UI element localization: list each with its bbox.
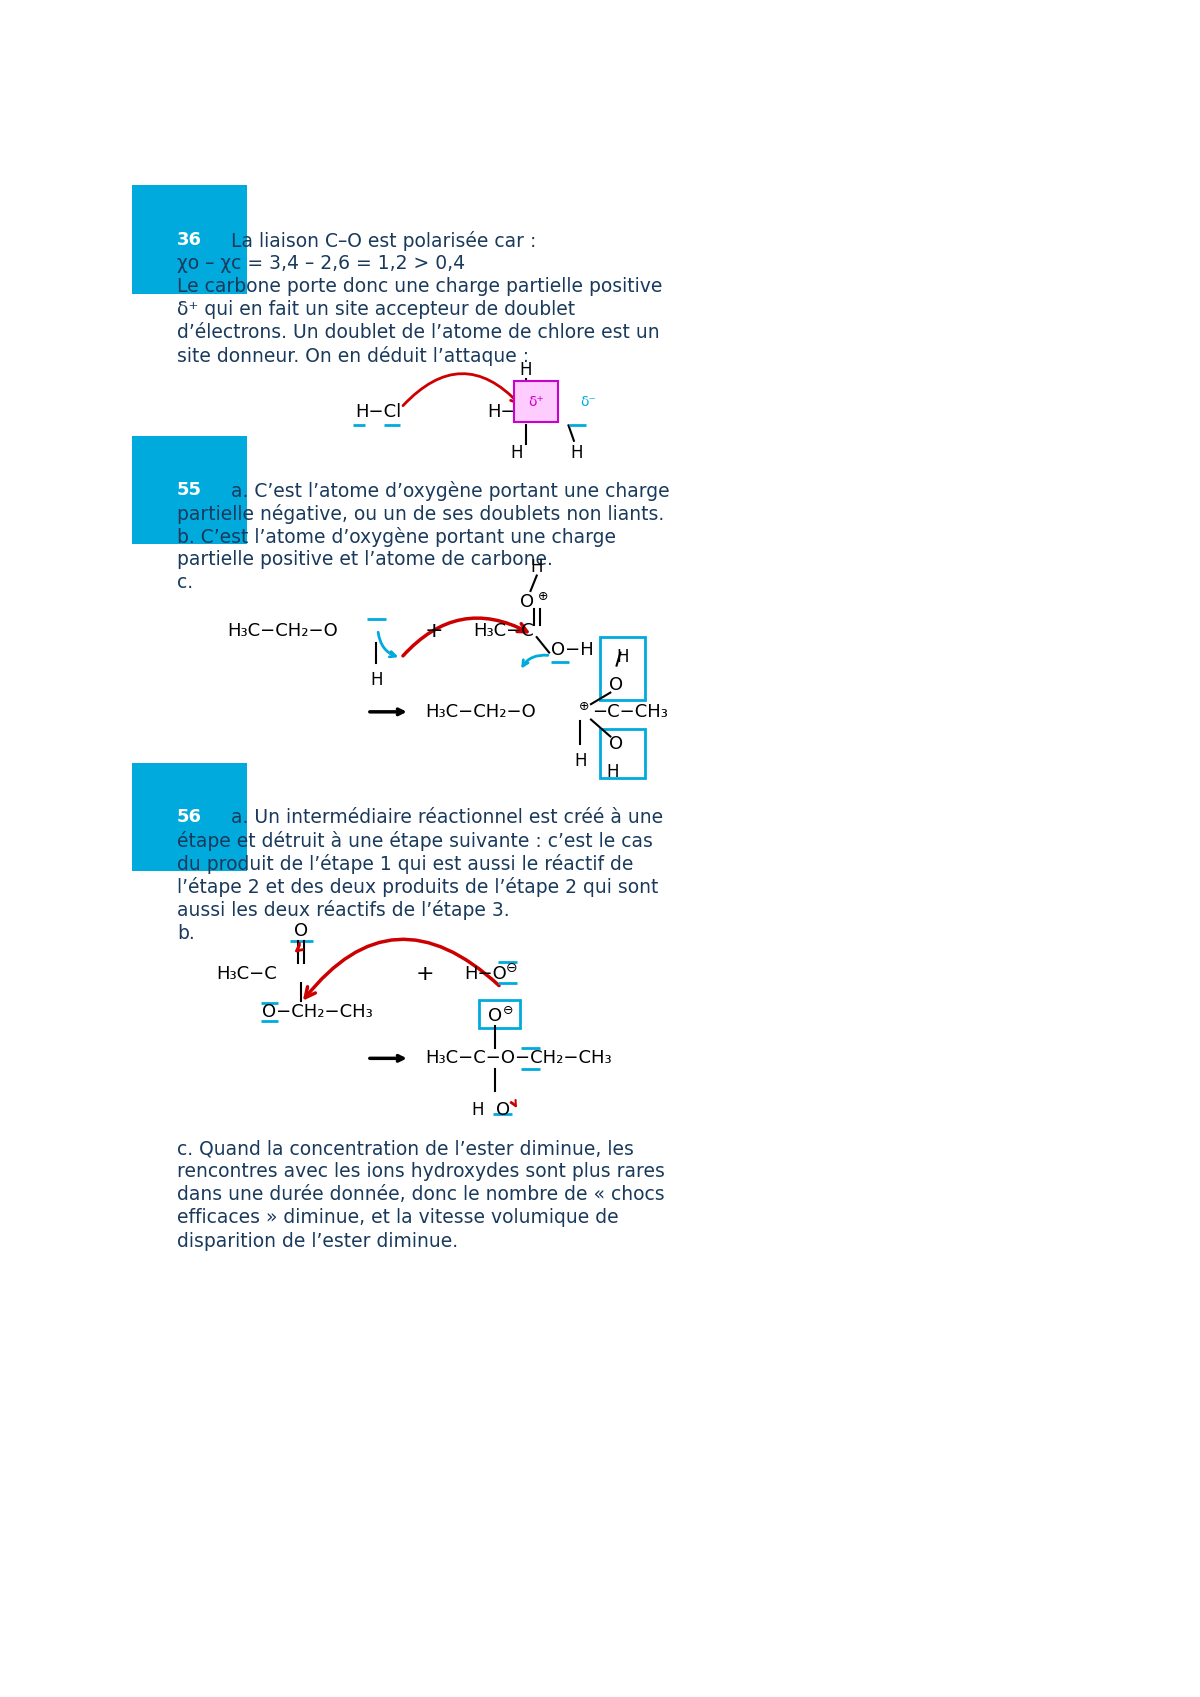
Text: ⊖: ⊖ xyxy=(506,961,517,974)
Text: δ⁻: δ⁻ xyxy=(580,394,596,409)
Text: l’étape 2 et des deux produits de l’étape 2 qui sont: l’étape 2 et des deux produits de l’étap… xyxy=(178,877,659,898)
Text: partielle positive et l’atome de carbone.: partielle positive et l’atome de carbone… xyxy=(178,550,553,568)
Text: H: H xyxy=(617,648,629,665)
Text: partielle négative, ou un de ses doublets non liants.: partielle négative, ou un de ses doublet… xyxy=(178,504,665,524)
Text: χo – χc = 3,4 – 2,6 = 1,2 > 0,4: χo – χc = 3,4 – 2,6 = 1,2 > 0,4 xyxy=(178,253,466,273)
Text: H: H xyxy=(472,1101,484,1118)
Text: a. Un intermédiaire réactionnel est créé à une: a. Un intermédiaire réactionnel est créé… xyxy=(226,808,664,826)
Text: H: H xyxy=(520,361,532,378)
Text: disparition de l’ester diminue.: disparition de l’ester diminue. xyxy=(178,1232,458,1251)
Text: H: H xyxy=(510,445,523,462)
Text: O: O xyxy=(610,675,624,694)
Text: H: H xyxy=(530,558,542,575)
Text: b. C’est l’atome d’oxygène portant une charge: b. C’est l’atome d’oxygène portant une c… xyxy=(178,528,616,546)
Text: H₃C−CH₂−O: H₃C−CH₂−O xyxy=(425,703,536,721)
Text: O: O xyxy=(488,1006,502,1025)
Text: d’électrons. Un doublet de l’atome de chlore est un: d’électrons. Un doublet de l’atome de ch… xyxy=(178,322,660,343)
Text: −C−CH₃: −C−CH₃ xyxy=(592,703,667,721)
Text: O−CH₂−CH₃: O−CH₂−CH₃ xyxy=(263,1003,373,1022)
Text: H: H xyxy=(370,670,383,689)
Text: Le carbone porte donc une charge partielle positive: Le carbone porte donc une charge partiel… xyxy=(178,277,662,295)
Text: ⊕: ⊕ xyxy=(578,699,589,713)
Text: H₃C−C: H₃C−C xyxy=(473,623,534,640)
Text: efficaces » diminue, et la vitesse volumique de: efficaces » diminue, et la vitesse volum… xyxy=(178,1208,619,1227)
Text: +: + xyxy=(416,964,434,984)
Text: aussi les deux réactifs de l’étape 3.: aussi les deux réactifs de l’étape 3. xyxy=(178,901,510,920)
Text: b.: b. xyxy=(178,923,194,942)
Text: étape et détruit à une étape suivante : c’est le cas: étape et détruit à une étape suivante : … xyxy=(178,832,653,852)
Text: 55: 55 xyxy=(178,480,202,499)
Text: H₃C−CH₂−O: H₃C−CH₂−O xyxy=(228,623,338,640)
Text: O: O xyxy=(521,592,534,611)
Text: δ⁺: δ⁺ xyxy=(528,394,544,409)
Text: O: O xyxy=(294,921,308,940)
Text: δ⁺ qui en fait un site accepteur de doublet: δ⁺ qui en fait un site accepteur de doub… xyxy=(178,300,575,319)
Text: O: O xyxy=(497,1101,510,1118)
Text: H: H xyxy=(574,752,587,770)
Text: a. C’est l’atome d’oxygène portant une charge: a. C’est l’atome d’oxygène portant une c… xyxy=(226,480,670,501)
Text: La liaison C–O est polarisée car :: La liaison C–O est polarisée car : xyxy=(226,231,536,251)
FancyArrowPatch shape xyxy=(403,373,518,406)
Text: c.: c. xyxy=(178,574,193,592)
Text: H: H xyxy=(570,445,582,462)
Text: H: H xyxy=(606,764,619,781)
Text: O: O xyxy=(610,735,624,753)
FancyArrowPatch shape xyxy=(403,618,527,655)
Text: H₃C−C: H₃C−C xyxy=(216,964,277,983)
Text: H₃C−C−O−CH₂−CH₃: H₃C−C−O−CH₂−CH₃ xyxy=(425,1049,612,1067)
Text: H−O: H−O xyxy=(464,964,506,983)
Text: 56: 56 xyxy=(178,808,202,826)
Text: H−Cl: H−Cl xyxy=(355,402,402,421)
Text: 36: 36 xyxy=(178,231,202,248)
Text: ⊖: ⊖ xyxy=(503,1005,514,1017)
Text: site donneur. On en déduit l’attaque :: site donneur. On en déduit l’attaque : xyxy=(178,346,529,367)
Text: rencontres avec les ions hydroxydes sont plus rares: rencontres avec les ions hydroxydes sont… xyxy=(178,1162,665,1181)
Text: dans une durée donnée, donc le nombre de « chocs: dans une durée donnée, donc le nombre de… xyxy=(178,1186,665,1205)
Text: H−C−O: H−C−O xyxy=(487,402,558,421)
FancyArrowPatch shape xyxy=(305,938,499,998)
Text: O−H: O−H xyxy=(551,641,594,658)
Text: du produit de l’étape 1 qui est aussi le réactif de: du produit de l’étape 1 qui est aussi le… xyxy=(178,854,634,874)
Text: c. Quand la concentration de l’ester diminue, les: c. Quand la concentration de l’ester dim… xyxy=(178,1139,634,1157)
Text: ⊕: ⊕ xyxy=(538,591,548,602)
Text: +: + xyxy=(425,621,444,641)
